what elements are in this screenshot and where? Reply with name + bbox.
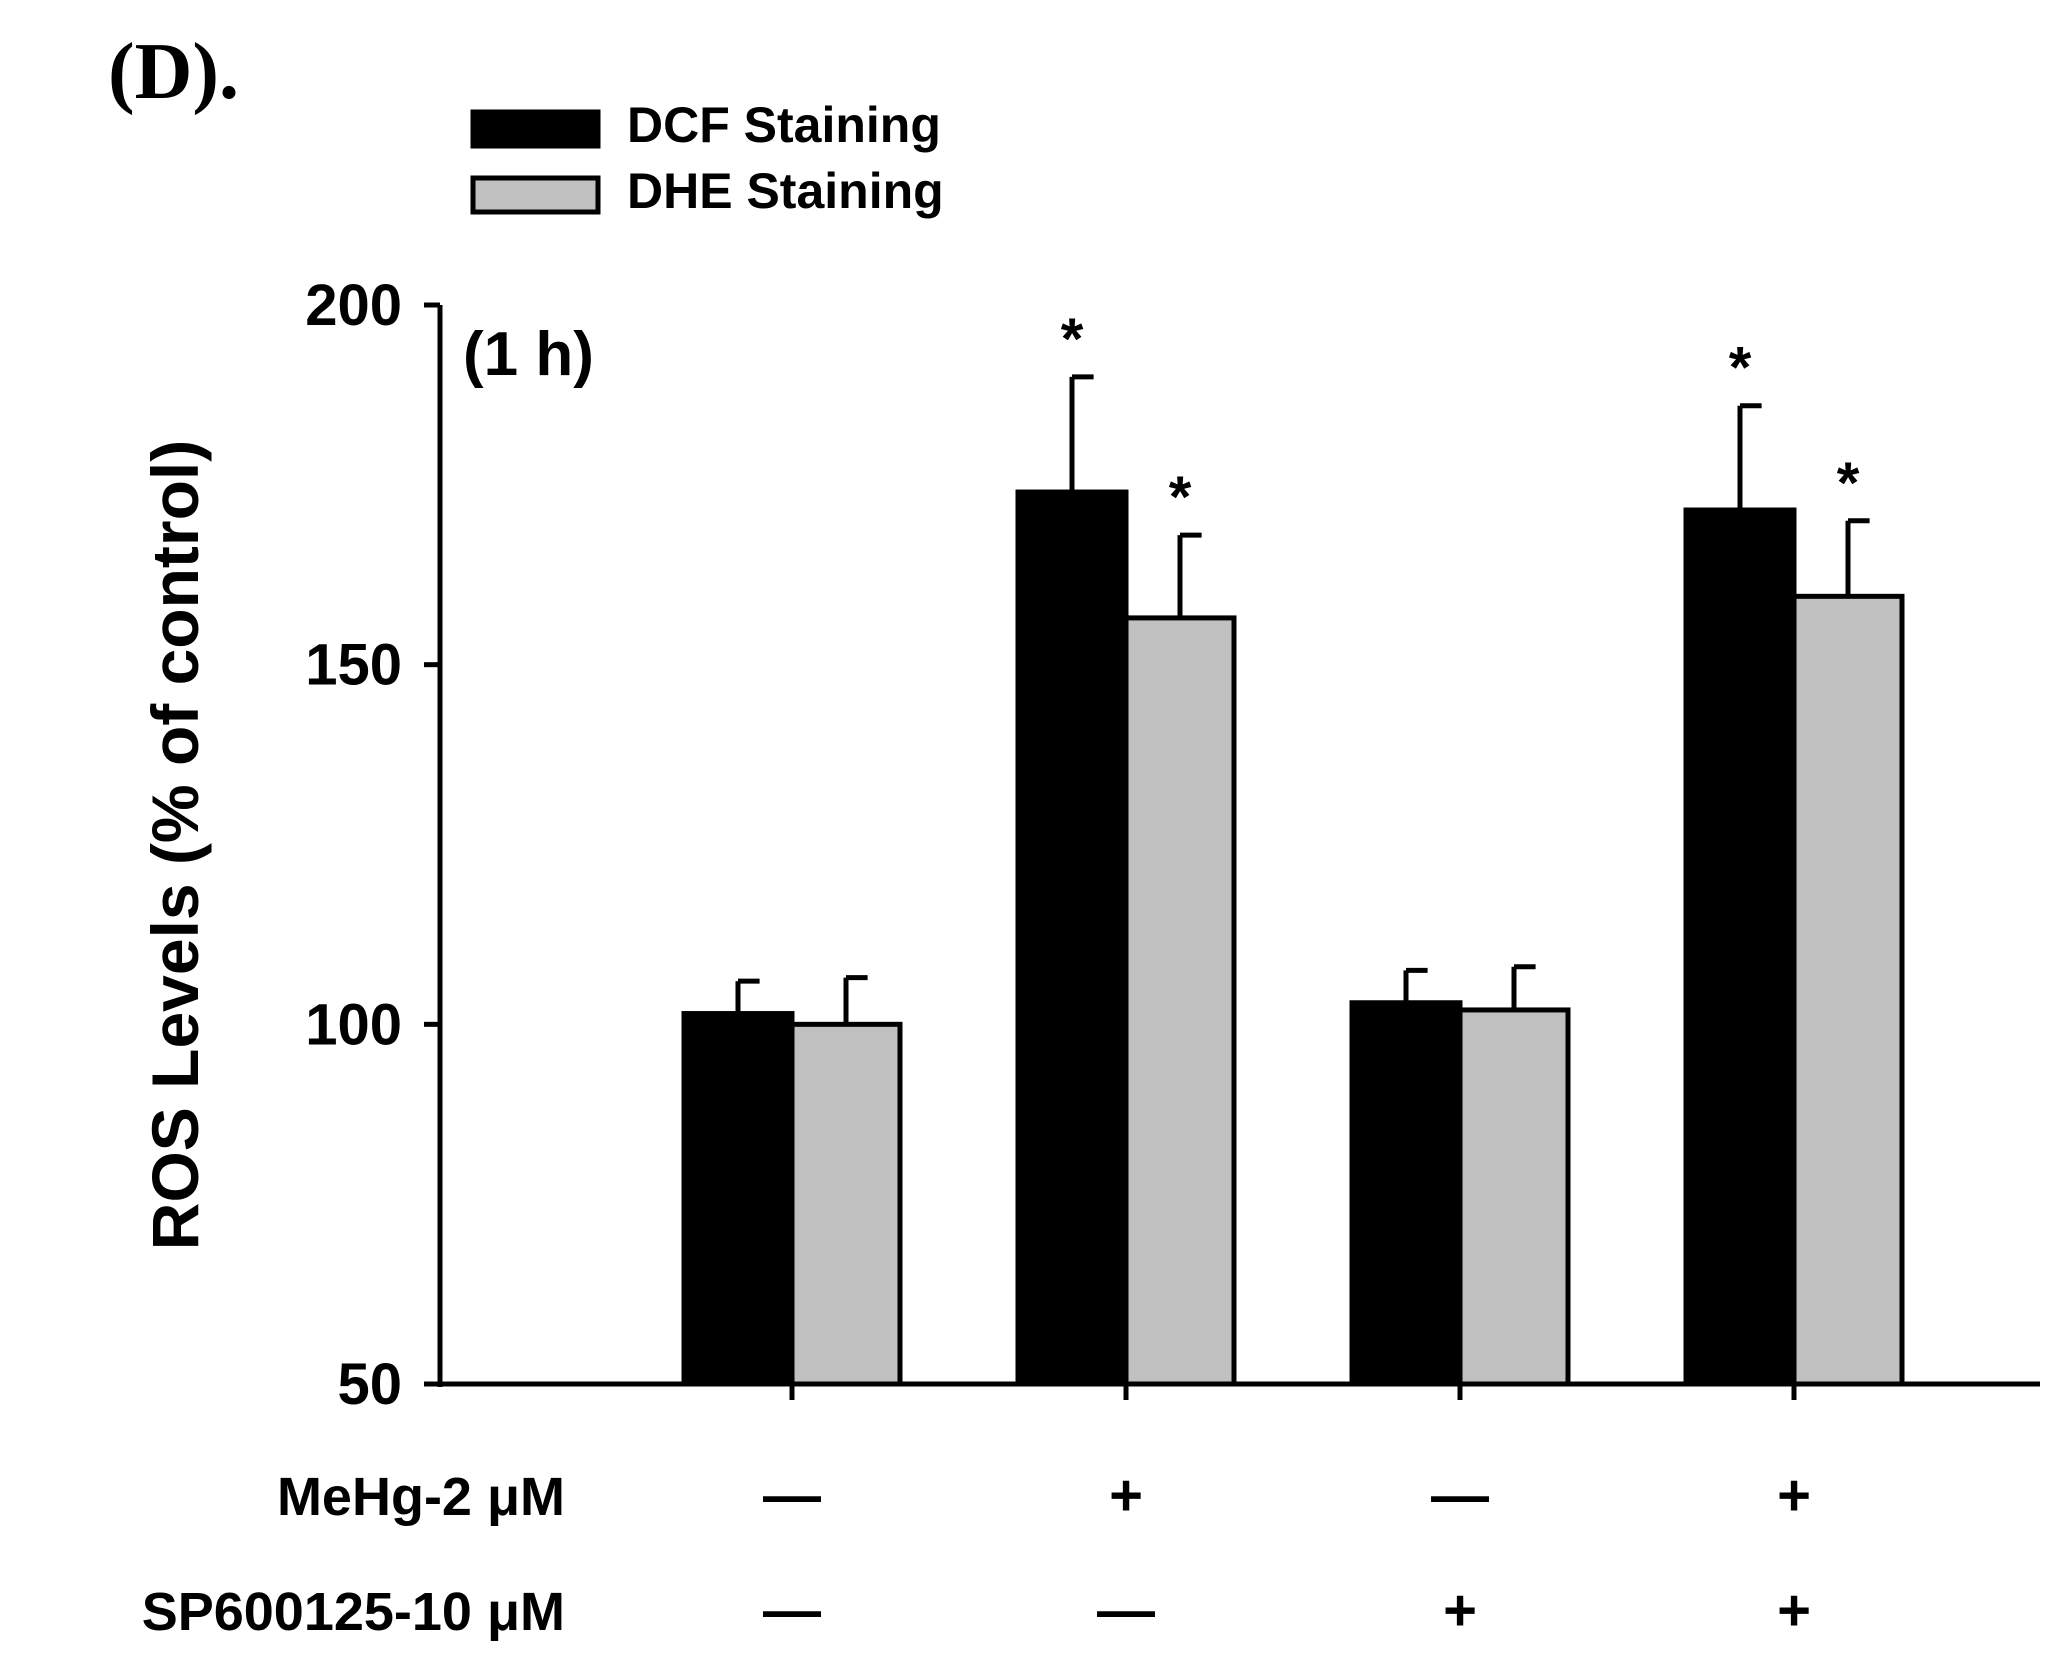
bar-dhe-3 [1457, 1007, 1571, 1387]
y-tick-label: 100 [305, 992, 402, 1057]
y-tick-label: 50 [337, 1352, 402, 1417]
bar-dhe-1 [789, 1021, 903, 1387]
significance-marker: * [1169, 465, 1192, 530]
bar-dhe-4 [1791, 593, 1905, 1387]
treatment-mark: + [1777, 1578, 1811, 1643]
bar-dhe-2 [1123, 615, 1237, 1387]
significance-marker: * [1837, 451, 1860, 516]
y-tick-label: 150 [305, 633, 402, 698]
y-axis-label: ROS Levels (% of control) [138, 440, 212, 1250]
treatment-mark: — [763, 1578, 821, 1643]
bar-dcf-3 [1349, 1000, 1463, 1387]
legend-swatch-dcf [470, 109, 601, 149]
bar-dcf-4 [1683, 507, 1797, 1387]
legend-label-dhe: DHE Staining [627, 163, 944, 219]
treatment-mark: — [1431, 1463, 1489, 1528]
treatment-mark: — [1097, 1578, 1155, 1643]
panel-label: (D). [108, 28, 239, 116]
significance-marker: * [1061, 307, 1084, 372]
treatment-mark: — [763, 1463, 821, 1528]
treatment-mark: + [1777, 1463, 1811, 1528]
treatment-label-sp600125: SP600125-10 μM [142, 1582, 565, 1642]
significance-marker: * [1729, 336, 1752, 401]
time-label: (1 h) [463, 320, 594, 389]
treatment-mark: + [1443, 1578, 1477, 1643]
legend-label-dcf: DCF Staining [627, 97, 941, 153]
bar-dcf-2 [1015, 489, 1129, 1387]
bar-dcf-1 [681, 1011, 795, 1387]
treatment-label-mehg: MeHg-2 μM [277, 1467, 565, 1527]
legend-swatch-dhe [470, 175, 601, 215]
y-tick-label: 200 [305, 273, 402, 338]
treatment-mark: + [1109, 1463, 1143, 1528]
